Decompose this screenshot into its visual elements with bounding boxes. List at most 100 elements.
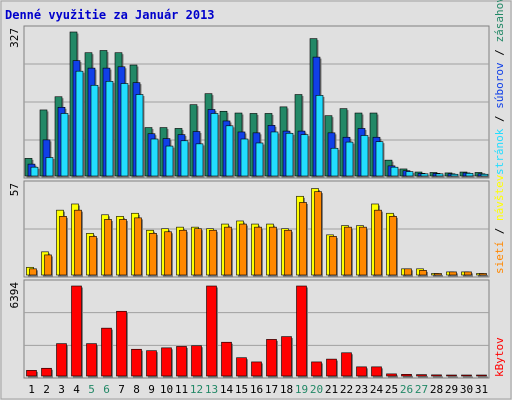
bar-stránok-16 [255,142,264,177]
bar-stránok-9 [150,138,159,177]
y-max-label: 327 [8,28,21,48]
bar-shadow [478,376,488,378]
bar-stránok-30 [465,173,474,177]
bar-kBytov-12 [191,345,202,377]
legends: stránok / súborov / zásahov sietí / návšt… [493,0,506,377]
bar-shadow [448,376,458,378]
bar-kBytov-29 [446,374,457,377]
legend-entry: zásahov [493,0,506,43]
bar-sietí-7 [119,219,127,276]
legend-entry: sietí [493,241,506,274]
bar-kBytov-25 [386,373,397,377]
bar-sietí-4 [74,209,82,276]
x-tick-label: 5 [88,383,95,396]
x-tick-label: 22 [340,383,353,396]
legend-separator: / [493,221,506,241]
bar-sietí-16 [254,226,262,276]
bar-kBytov-5 [86,343,97,377]
bar-stránok-8 [135,94,144,177]
x-tick-label: 31 [475,383,488,396]
bar-kBytov-20 [311,361,322,377]
bar-sietí-20 [314,191,322,276]
bar-stránok-24 [375,141,384,177]
bar-sietí-15 [239,223,247,276]
bar-shadow [463,376,473,378]
bar-sietí-1 [29,268,37,276]
bar-sietí-9 [149,233,157,276]
legend-bottom: kBytov [493,337,506,377]
bar-stránok-31 [480,173,489,177]
x-tick-label: 29 [445,383,458,396]
legend-separator: / [493,43,506,63]
bar-stránok-21 [330,147,339,177]
bar-sietí-23 [359,226,367,276]
legend-entry: súborov [493,62,506,109]
bar-stránok-22 [345,141,354,177]
x-tick-label: 3 [58,383,65,396]
bar-shadow [388,375,398,378]
x-tick-label: 9 [148,383,155,396]
x-tick-label: 15 [235,383,248,396]
x-tick-label: 17 [265,383,278,396]
legend-entry: stránok [493,128,506,175]
x-axis-labels: 1 2 3 4 5 6 7 8 9 10 11 12 13 14 15 16 17 18 19 20 21 22 23 24 2… [28,383,488,396]
bar-kBytov-11 [176,346,187,377]
bar-sietí-26 [404,268,412,276]
bar-kBytov-13 [206,285,217,377]
bar-sietí-5 [89,236,97,276]
x-tick-label: 30 [460,383,473,396]
bar-kBytov-21 [326,358,337,377]
x-tick-label: 6 [103,383,110,396]
bar-stránok-20 [315,95,324,177]
x-tick-label: 12 [190,383,203,396]
bar-sietí-27 [419,270,427,276]
x-tick-label: 19 [295,383,308,396]
bar-kBytov-8 [131,348,142,377]
bar-stránok-23 [360,135,369,177]
bar-kBytov-31 [476,374,487,377]
bar-kBytov-30 [461,374,472,377]
series-sietí [29,191,488,277]
bar-stránok-19 [300,134,309,177]
x-tick-label: 26 [400,383,413,396]
x-tick-label: 4 [73,383,80,396]
bar-sietí-3 [59,216,67,276]
x-tick-label: 25 [385,383,398,396]
bar-stránok-11 [180,140,189,177]
bar-stránok-28 [435,173,444,177]
bar-stránok-14 [225,125,234,177]
series-stránok [30,70,490,178]
x-tick-label: 1 [28,383,35,396]
bar-stránok-18 [285,132,294,177]
bar-stránok-4 [75,70,84,177]
bar-shadow [452,175,460,178]
bar-sietí-19 [299,202,307,276]
legend-separator: / [493,109,506,129]
bar-stránok-29 [450,173,459,177]
x-tick-label: 18 [280,383,293,396]
series-kBytov [26,285,488,378]
y-max-label: 57 [8,183,21,196]
legend-entry: kBytov [493,337,506,377]
bar-kBytov-26 [401,374,412,377]
bar-sietí-14 [224,226,232,276]
y-max-label: 6394 [8,282,21,309]
bar-stránok-12 [195,143,204,177]
x-tick-label: 8 [133,383,140,396]
bar-sietí-11 [179,229,187,276]
bar-stránok-2 [45,157,54,177]
bar-sietí-2 [44,254,52,276]
bar-sietí-21 [329,236,337,276]
x-tick-label: 24 [370,383,384,396]
bar-stránok-15 [240,138,249,177]
legend-middle: sietí / návštev [493,174,506,274]
bar-sietí-18 [284,229,292,276]
bar-stránok-3 [60,113,69,177]
bar-shadow [403,375,413,378]
bar-kBytov-14 [221,341,232,377]
bar-sietí-28 [434,273,442,276]
bar-kBytov-18 [281,336,292,377]
